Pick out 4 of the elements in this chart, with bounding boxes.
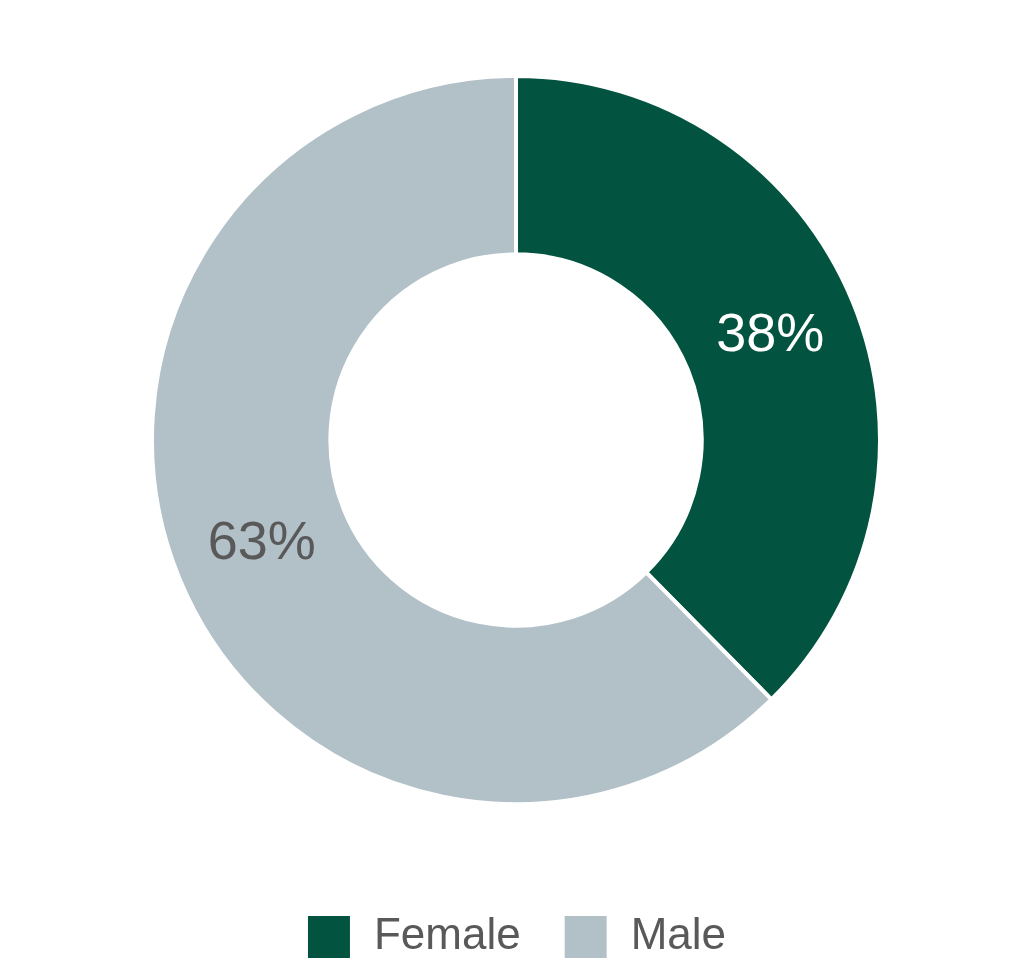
data-label: 38% (716, 301, 825, 362)
data-label: 63% (207, 510, 316, 571)
legend-label: Male (630, 909, 727, 959)
legend-label: Female (373, 909, 521, 959)
